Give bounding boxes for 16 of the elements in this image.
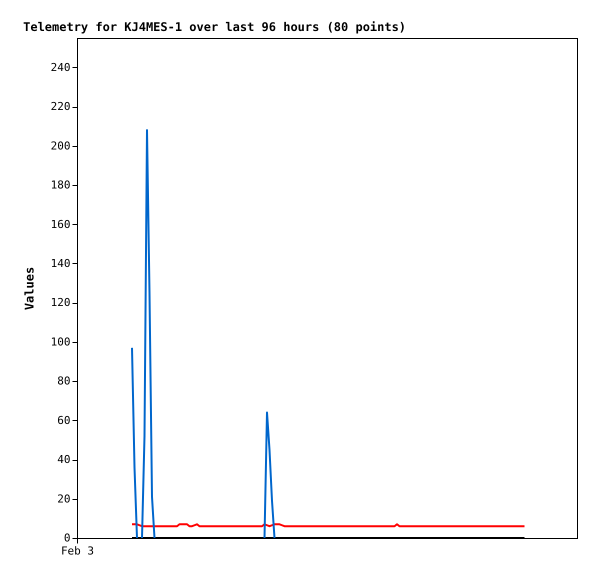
- y-tick-label: 240: [50, 60, 70, 74]
- y-tick-label: 80: [57, 374, 70, 388]
- y-tick-label: 160: [50, 218, 70, 231]
- y-tick-label: 120: [50, 296, 70, 310]
- y-tick-label: 0: [64, 532, 70, 544]
- y-tick-label: 200: [50, 139, 70, 152]
- y-tick-label: 40: [57, 453, 70, 466]
- y-tick-label: 140: [50, 256, 70, 270]
- chart-title: Telemetry for KJ4MES-1 over last 96 hours (80 points): [23, 20, 406, 34]
- y-tick-label: 20: [57, 492, 70, 506]
- y-tick-label: 60: [57, 414, 70, 427]
- x-tick-label: Feb 3: [60, 544, 94, 558]
- y-tick-label: 100: [50, 335, 70, 348]
- y-tick-label: 220: [50, 100, 70, 114]
- y-axis-title: Values: [22, 266, 37, 310]
- y-tick-label: 180: [50, 178, 70, 192]
